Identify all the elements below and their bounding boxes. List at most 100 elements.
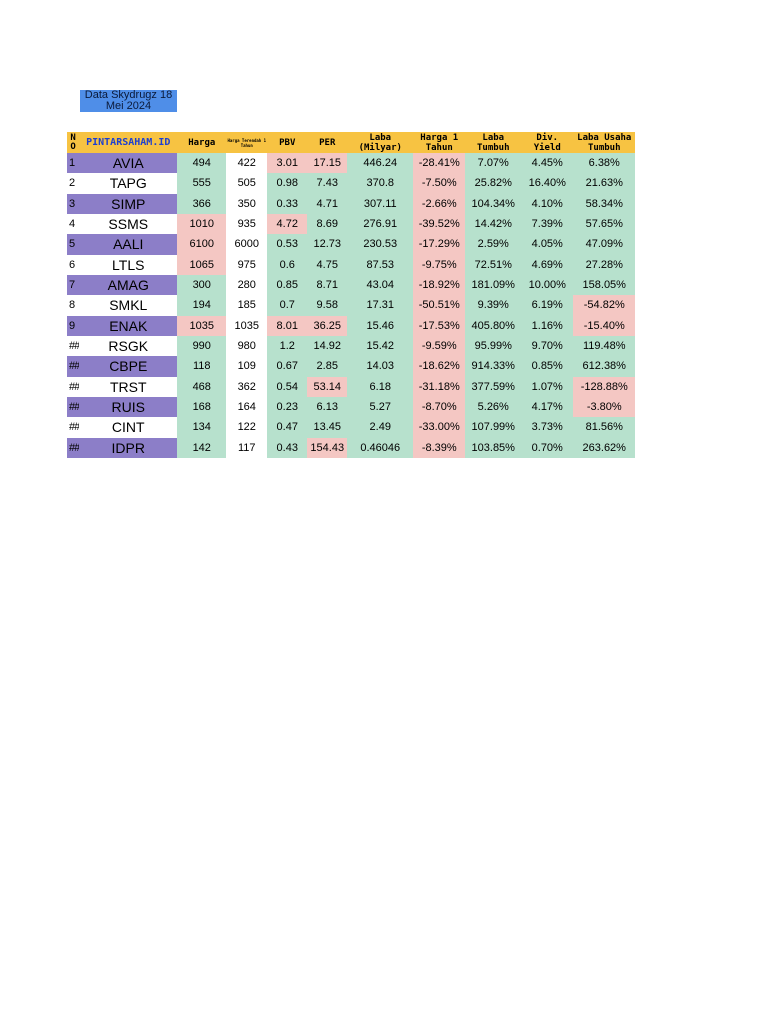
per-cell: 7.43 <box>307 173 348 194</box>
laba-usaha-tumbuh-cell: 119.48% <box>573 335 636 357</box>
harga-terendah-cell: 164 <box>226 396 268 418</box>
laba-tumbuh-cell: 103.85% <box>465 437 522 458</box>
laba-usaha-tumbuh-cell: 47.09% <box>573 234 636 255</box>
harga-cell: 1065 <box>177 254 227 275</box>
harga-terendah-cell: 975 <box>226 254 268 275</box>
laba-tumbuh-cell: 181.09% <box>465 274 522 296</box>
div-yield-cell: 6.19% <box>521 295 574 316</box>
harga-cell: 118 <box>177 356 227 377</box>
laba-usaha-tumbuh-cell: 6.38% <box>573 153 636 174</box>
per-cell: 9.58 <box>307 295 348 316</box>
laba-usaha-tumbuh-cell: 57.65% <box>573 213 636 235</box>
laba-cell: 17.31 <box>347 295 414 316</box>
harga-terendah-cell: 109 <box>226 356 268 377</box>
laba-tumbuh-cell: 914.33% <box>465 356 522 377</box>
laba-usaha-tumbuh-cell: 612.38% <box>573 356 636 377</box>
row-number-cell: 6 <box>67 254 80 275</box>
pbv-cell: 3.01 <box>267 153 308 174</box>
per-cell: 6.13 <box>307 396 348 418</box>
div-yield-cell: 0.85% <box>521 356 574 377</box>
ticker-code-cell: CINT <box>79 417 178 438</box>
table-row: ## CBPE 118 109 0.67 2.85 14.03 -18.62% 914.33% 0… <box>67 356 636 377</box>
harga-1-tahun-cell: -31.18% <box>413 376 466 397</box>
div-yield-cell: 16.40% <box>521 173 574 194</box>
per-cell: 4.75 <box>307 254 348 275</box>
harga-terendah-cell: 122 <box>226 417 268 438</box>
per-cell: 53.14 <box>307 376 348 397</box>
ticker-code-cell: IDPR <box>79 437 178 458</box>
laba-usaha-tumbuh-cell: 81.56% <box>573 417 636 438</box>
pbv-cell: 4.72 <box>267 213 308 235</box>
harga-1-tahun-cell: -9.75% <box>413 254 466 275</box>
ticker-code-cell: SIMP <box>79 193 178 214</box>
laba-cell: 276.91 <box>347 213 414 235</box>
laba-usaha-tumbuh-cell: 263.62% <box>573 437 636 458</box>
laba-usaha-tumbuh-cell: -15.40% <box>573 315 636 336</box>
row-number-cell: ## <box>67 417 80 438</box>
pbv-cell: 0.6 <box>267 254 308 275</box>
pbv-cell: 0.54 <box>267 376 308 397</box>
laba-tumbuh-cell: 405.80% <box>465 315 522 336</box>
ticker-code-cell: RUIS <box>79 396 178 418</box>
table-row: 8 SMKL 194 185 0.7 9.58 17.31 -50.51% 9.39% 6.19%… <box>67 295 636 316</box>
per-cell: 2.85 <box>307 356 348 377</box>
sheet-title-line2: Mei 2024 <box>105 100 152 112</box>
harga-terendah-cell: 1035 <box>226 315 268 336</box>
row-number-cell: 2 <box>67 173 80 194</box>
header-row: N O PINTARSAHAM.ID Harga Harga Terendah … <box>67 132 636 153</box>
harga-terendah-cell: 6000 <box>226 234 268 255</box>
div-yield-cell: 4.69% <box>521 254 574 275</box>
div-yield-cell: 7.39% <box>521 213 574 235</box>
div-yield-cell: 0.70% <box>521 437 574 458</box>
per-cell: 12.73 <box>307 234 348 255</box>
ticker-code-cell: SSMS <box>79 213 178 235</box>
div-yield-cell: 4.05% <box>521 234 574 255</box>
per-cell: 8.69 <box>307 213 348 235</box>
harga-1-tahun-cell: -33.00% <box>413 417 466 438</box>
table-row: 9 ENAK 1035 1035 8.01 36.25 15.46 -17.53% 405.80… <box>67 315 636 336</box>
sheet-title-box: Data Skydrugz 18 Mei 2024 <box>80 90 177 112</box>
per-cell: 4.71 <box>307 193 348 214</box>
harga-terendah-cell: 280 <box>226 274 268 296</box>
harga-1-tahun-cell: -18.62% <box>413 356 466 377</box>
div-yield-cell: 4.10% <box>521 193 574 214</box>
harga-cell: 194 <box>177 295 227 316</box>
table-body: 1 AVIA 494 422 3.01 17.15 446.24 -28.41% 7.07% 4.… <box>67 153 636 458</box>
row-number-cell: 7 <box>67 274 80 296</box>
laba-cell: 15.46 <box>347 315 414 336</box>
laba-cell: 0.46046 <box>347 437 414 458</box>
header-harga-1-tahun: Harga 1 Tahun <box>413 132 466 153</box>
harga-terendah-cell: 350 <box>226 193 268 214</box>
harga-1-tahun-cell: -28.41% <box>413 153 466 174</box>
header-harga-terendah: Harga Terendah 1 Tahun <box>226 132 268 153</box>
laba-tumbuh-cell: 107.99% <box>465 417 522 438</box>
harga-1-tahun-cell: -18.92% <box>413 274 466 296</box>
per-cell: 17.15 <box>307 153 348 174</box>
table-row: 1 AVIA 494 422 3.01 17.15 446.24 -28.41% 7.07% 4.… <box>67 153 636 174</box>
table-row: ## RSGK 990 980 1.2 14.92 15.42 -9.59% 95.99% 9.7… <box>67 335 636 357</box>
div-yield-cell: 4.45% <box>521 153 574 174</box>
header-brand: PINTARSAHAM.ID <box>79 132 178 153</box>
laba-usaha-tumbuh-cell: 21.63% <box>573 173 636 194</box>
pbv-cell: 0.85 <box>267 274 308 296</box>
ticker-code-cell: SMKL <box>79 295 178 316</box>
pbv-cell: 0.23 <box>267 396 308 418</box>
div-yield-cell: 3.73% <box>521 417 574 438</box>
harga-cell: 1035 <box>177 315 227 336</box>
per-cell: 14.92 <box>307 335 348 357</box>
pbv-cell: 0.47 <box>267 417 308 438</box>
ticker-code-cell: AALI <box>79 234 178 255</box>
laba-usaha-tumbuh-cell: -54.82% <box>573 295 636 316</box>
harga-cell: 1010 <box>177 213 227 235</box>
harga-1-tahun-cell: -17.29% <box>413 234 466 255</box>
laba-usaha-tumbuh-cell: 27.28% <box>573 254 636 275</box>
harga-terendah-cell: 505 <box>226 173 268 194</box>
laba-cell: 87.53 <box>347 254 414 275</box>
ticker-code-cell: LTLS <box>79 254 178 275</box>
laba-cell: 446.24 <box>347 153 414 174</box>
table-row: 5 AALI 6100 6000 0.53 12.73 230.53 -17.29% 2.59%… <box>67 234 636 255</box>
harga-cell: 555 <box>177 173 227 194</box>
laba-cell: 5.27 <box>347 396 414 418</box>
ticker-code-cell: TAPG <box>79 173 178 194</box>
pbv-cell: 0.67 <box>267 356 308 377</box>
